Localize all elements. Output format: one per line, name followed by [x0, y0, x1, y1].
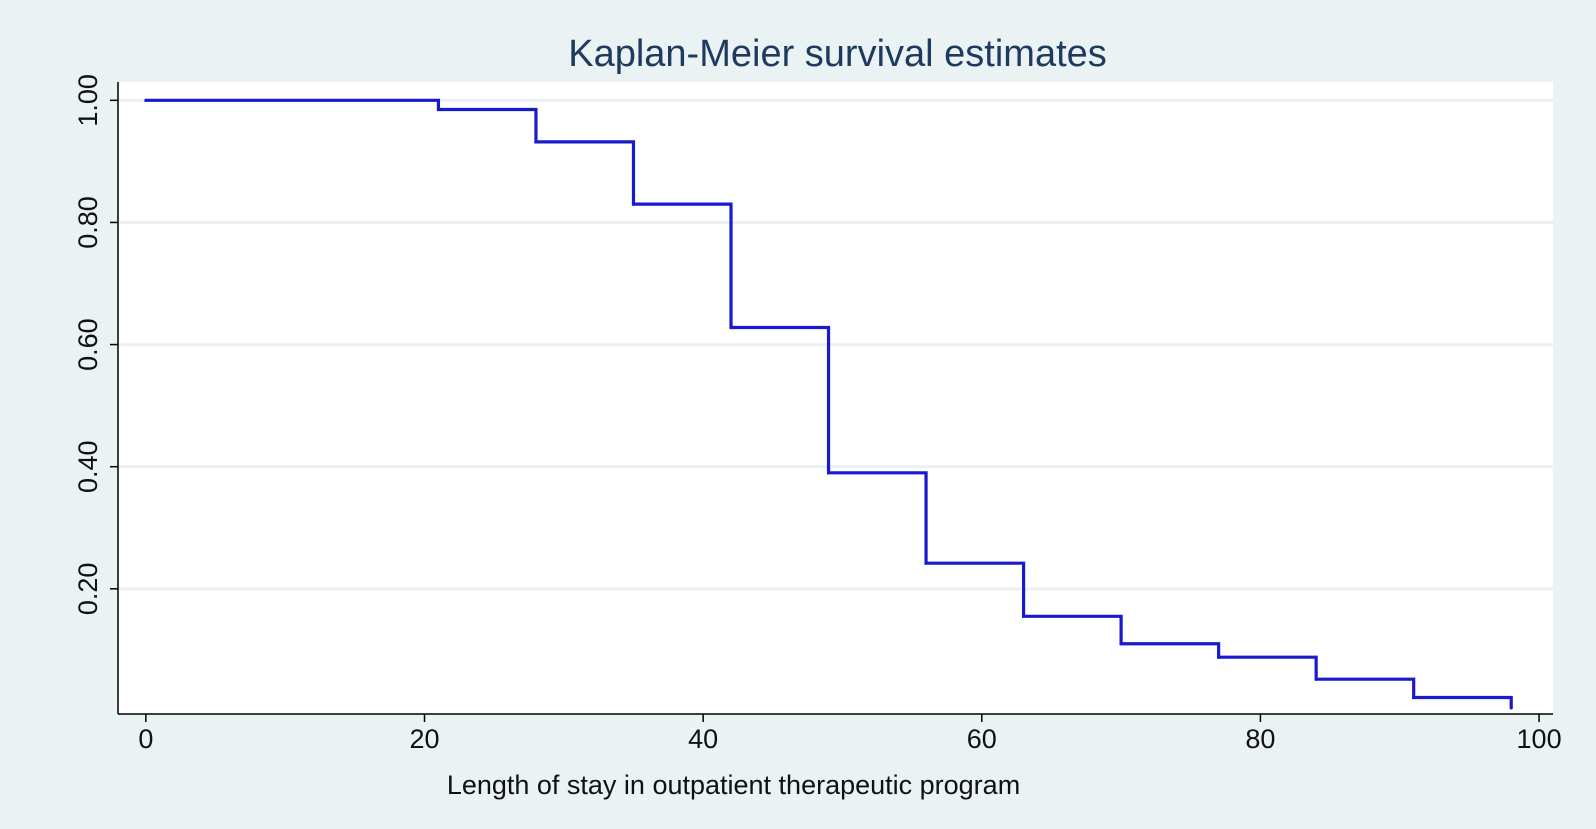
survival-step-point	[1021, 614, 1026, 618]
survival-step-point	[534, 140, 538, 144]
y-tick-label: 0.40	[73, 440, 103, 493]
x-tick-label: 40	[688, 724, 718, 754]
grid-lines	[118, 98, 1553, 591]
survival-step-point	[1412, 695, 1416, 700]
survival-step-point	[631, 202, 636, 206]
survival-step-point	[1119, 642, 1123, 646]
x-tick-label: 100	[1517, 724, 1562, 754]
x-tick-label: 20	[409, 724, 439, 754]
survival-step-point	[1509, 706, 1513, 710]
survival-step-point	[1217, 655, 1221, 659]
y-tick-label: 0.80	[73, 196, 103, 249]
y-tick-label: 0.60	[73, 318, 103, 371]
axes	[117, 82, 1553, 715]
survival-step-point	[144, 98, 148, 102]
survival-step-point	[729, 325, 733, 330]
x-tick-label: 80	[1245, 724, 1275, 754]
ticks: 0.20 0.40 0.60 0.80 1.00 0 20 40 60 80 100	[73, 74, 1562, 754]
survival-step-point	[924, 561, 928, 565]
chart-title: Kaplan-Meier survival estimates	[568, 33, 1107, 75]
x-axis-title: Length of stay in outpatient therapeutic…	[447, 770, 1020, 800]
plot-area	[118, 82, 1553, 714]
survival-step-point	[826, 471, 831, 475]
x-tick-label: 0	[138, 724, 153, 754]
x-tick-label: 60	[967, 724, 997, 754]
y-tick-label: 0.20	[73, 563, 103, 616]
series-layer	[144, 98, 1513, 710]
survival-step-point	[436, 107, 441, 112]
y-tick-label: 1.00	[73, 74, 103, 127]
survival-step-point	[1314, 677, 1318, 681]
